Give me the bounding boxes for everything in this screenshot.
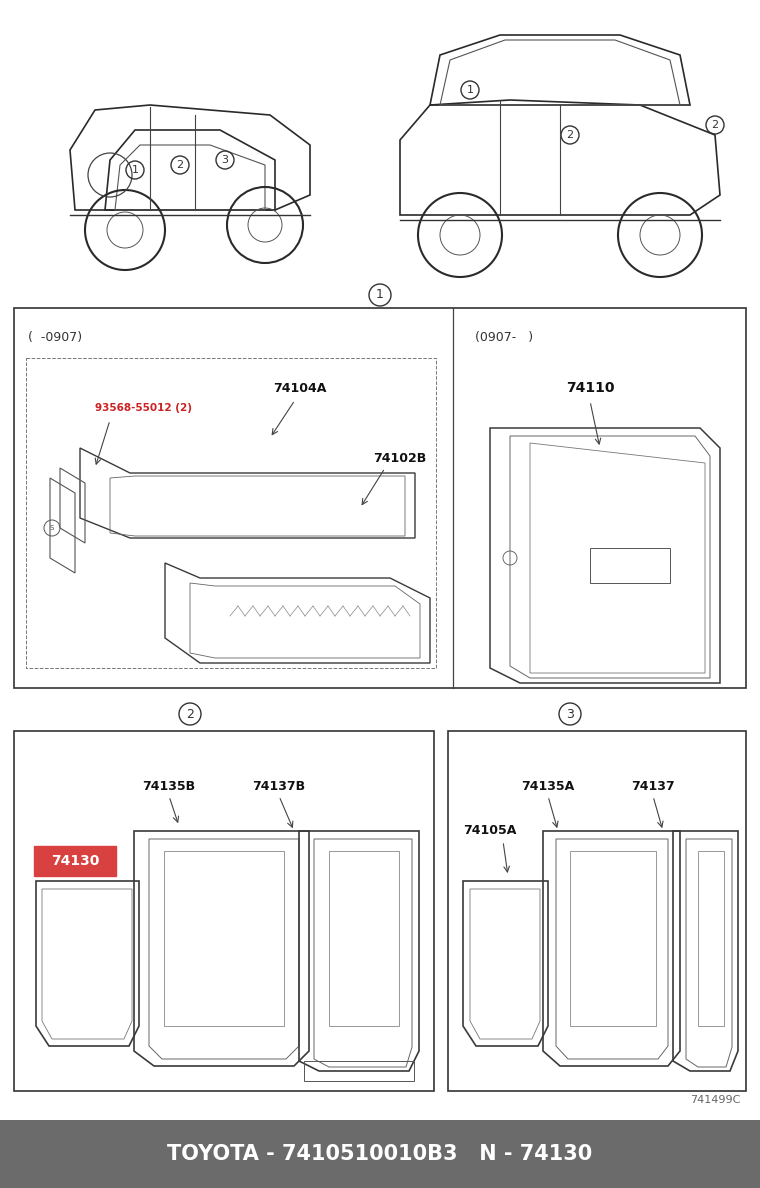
Text: 74130: 74130 xyxy=(51,854,100,868)
Bar xyxy=(14,308,746,688)
Text: 1: 1 xyxy=(376,289,384,302)
Text: 2: 2 xyxy=(566,129,574,140)
Bar xyxy=(448,731,746,1091)
Text: TOYOTA - 7410510010B3   N - 74130: TOYOTA - 7410510010B3 N - 74130 xyxy=(167,1144,593,1164)
Text: 2: 2 xyxy=(176,160,184,170)
Text: 74135A: 74135A xyxy=(521,779,575,792)
Text: 74137: 74137 xyxy=(632,779,675,792)
Text: 2: 2 xyxy=(186,708,194,720)
Bar xyxy=(0,1120,760,1188)
Text: S: S xyxy=(50,525,54,531)
Text: 74137B: 74137B xyxy=(252,779,306,792)
Bar xyxy=(14,731,434,1091)
Text: (  -0907): ( -0907) xyxy=(28,331,82,345)
Text: 2: 2 xyxy=(711,120,718,129)
Text: 93568-55012 (2): 93568-55012 (2) xyxy=(95,403,192,413)
Bar xyxy=(570,851,656,1026)
Bar xyxy=(34,846,116,876)
Text: 3: 3 xyxy=(566,708,574,720)
Text: 1: 1 xyxy=(467,86,473,95)
Bar xyxy=(698,851,724,1026)
Bar xyxy=(26,358,436,668)
Text: 74105A: 74105A xyxy=(464,824,517,838)
Text: 74135B: 74135B xyxy=(142,779,195,792)
Text: 741499C: 741499C xyxy=(689,1095,740,1105)
Bar xyxy=(164,851,284,1026)
Bar xyxy=(590,548,670,583)
Text: 74104A: 74104A xyxy=(274,381,327,394)
Text: (0907-   ): (0907- ) xyxy=(475,331,534,345)
Text: 74102B: 74102B xyxy=(373,451,426,465)
Text: 3: 3 xyxy=(221,154,229,165)
Bar xyxy=(329,851,399,1026)
Text: 1: 1 xyxy=(131,165,138,175)
Text: 74110: 74110 xyxy=(565,381,614,394)
